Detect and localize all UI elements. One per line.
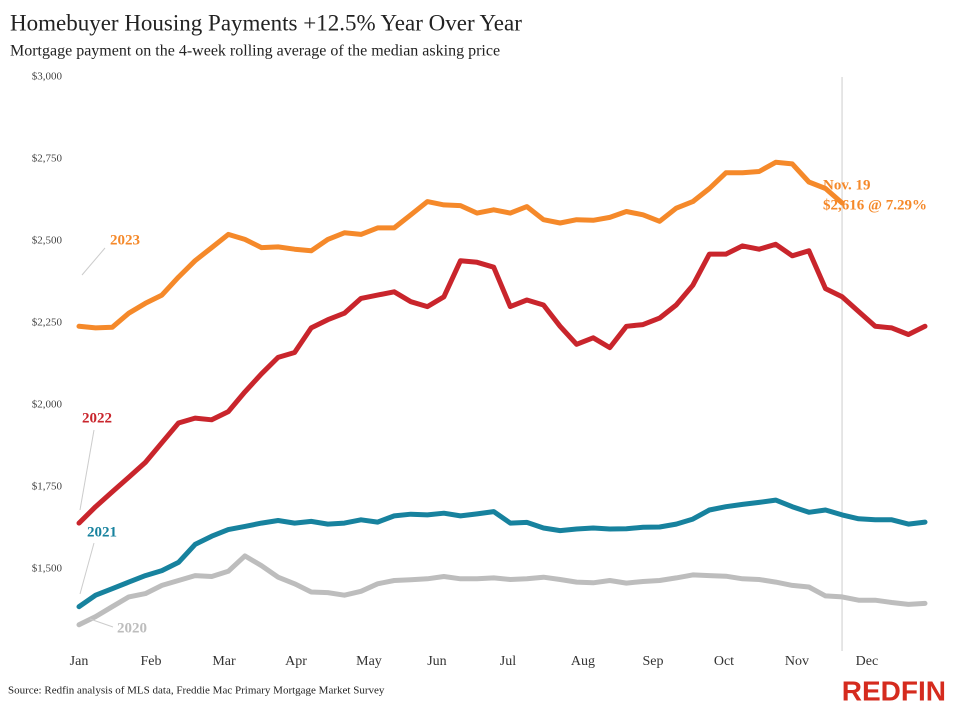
series-label: 2023 [110, 232, 140, 248]
x-tick-label: May [356, 654, 382, 669]
y-tick-label: $2,750 [32, 153, 63, 165]
label-leader [89, 618, 114, 628]
label-leader [81, 247, 106, 276]
x-tick-label: Jan [70, 654, 89, 669]
annotation: Nov. 19 [823, 177, 871, 193]
y-tick-label: $2,250 [32, 317, 63, 329]
x-tick-label: Dec [856, 654, 879, 669]
x-tick-label: Mar [212, 654, 236, 669]
brand-logo: REDFIN [842, 675, 946, 706]
chart-title: Homebuyer Housing Payments +12.5% Year O… [10, 10, 522, 35]
label-leader [79, 429, 95, 511]
y-tick-label: $2,000 [32, 399, 63, 411]
label-leader [79, 542, 95, 595]
series-line [76, 497, 928, 610]
annotation: $2,616 @ 7.29% [823, 197, 927, 213]
x-tick-label: Feb [140, 654, 161, 669]
y-tick-label: $3,000 [32, 71, 63, 83]
x-tick-label: Aug [571, 654, 595, 669]
series-label: 2022 [82, 410, 112, 426]
x-tick-label: Oct [714, 654, 734, 669]
series-line [76, 241, 928, 526]
x-tick-label: Sep [642, 654, 663, 669]
x-tick-label: Jun [427, 654, 446, 669]
source-note: Source: Redfin analysis of MLS data, Fre… [8, 685, 385, 697]
y-tick-label: $2,500 [32, 235, 63, 247]
series-label: 2020 [117, 620, 147, 636]
series-label: 2021 [87, 524, 117, 540]
x-tick-label: Jul [500, 654, 516, 669]
series-line [76, 159, 845, 331]
series-line [76, 553, 928, 628]
y-tick-label: $1,750 [32, 481, 63, 493]
y-tick-label: $1,500 [32, 563, 63, 575]
x-tick-label: Nov [785, 654, 809, 669]
x-tick-label: Apr [285, 654, 307, 669]
chart-subtitle: Mortgage payment on the 4-week rolling a… [10, 43, 500, 60]
